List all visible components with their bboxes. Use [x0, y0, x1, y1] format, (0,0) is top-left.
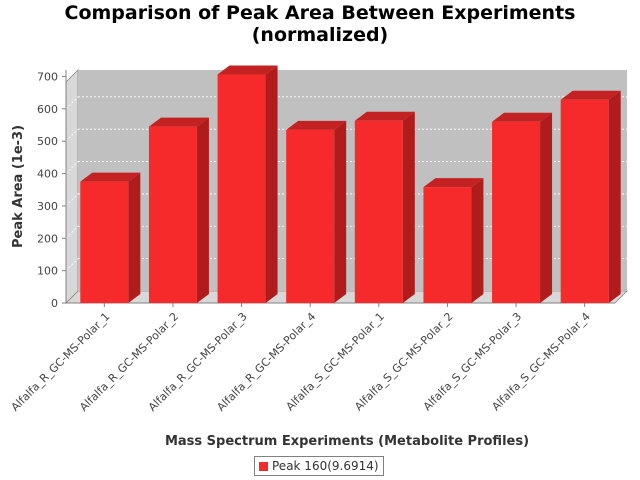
x-axis-label: Mass Spectrum Experiments (Metabolite Pr… — [165, 434, 529, 449]
y-tick-label: 500 — [37, 135, 58, 148]
bar[interactable] — [217, 74, 266, 304]
legend-swatch — [259, 461, 268, 471]
bar[interactable] — [286, 129, 335, 303]
chart-title-line-2: (normalized) — [251, 24, 389, 46]
bar-side — [471, 178, 484, 303]
plot-left-wall — [65, 69, 79, 304]
bar-side — [334, 120, 347, 303]
chart-title-line-1: Comparison of Peak Area Between Experime… — [64, 2, 576, 24]
bar-side — [128, 172, 141, 303]
bar[interactable] — [560, 99, 609, 304]
y-tick-label: 400 — [37, 168, 58, 181]
gridline-wall — [65, 161, 79, 174]
bar-top — [80, 172, 141, 182]
gridline-wall — [65, 193, 79, 207]
bar-top — [148, 117, 209, 127]
y-tick-label: 200 — [37, 232, 58, 245]
bar-top — [217, 65, 278, 75]
bar-top — [286, 120, 347, 130]
y-tick-label: 600 — [37, 103, 58, 116]
bar-side — [196, 117, 209, 303]
bar-top — [354, 111, 415, 121]
gridline-wall — [65, 258, 79, 271]
bar-side — [265, 65, 278, 304]
y-tick-label: 100 — [37, 265, 58, 278]
bar-top — [492, 112, 553, 122]
bar-side — [402, 111, 415, 303]
gridline-wall — [65, 225, 79, 239]
bar-side — [540, 112, 553, 304]
bar[interactable] — [423, 187, 472, 303]
bar[interactable] — [80, 181, 129, 303]
bar[interactable] — [492, 121, 541, 304]
bar-side — [608, 90, 621, 304]
legend: Peak 160(9.6914) — [254, 456, 384, 476]
legend-label: Peak 160(9.6914) — [272, 459, 379, 473]
gridline-wall — [65, 64, 79, 77]
gridline-wall — [65, 128, 79, 142]
bar-top — [560, 90, 621, 100]
y-tick-label: 0 — [51, 297, 58, 310]
gridline-wall — [65, 96, 79, 110]
y-tick-label: 300 — [37, 200, 58, 213]
bar-top — [423, 178, 484, 188]
bar[interactable] — [148, 126, 197, 303]
y-axis-label: Peak Area (1e-3) — [11, 125, 26, 248]
bar[interactable] — [354, 120, 403, 303]
y-tick-label: 700 — [37, 70, 58, 83]
